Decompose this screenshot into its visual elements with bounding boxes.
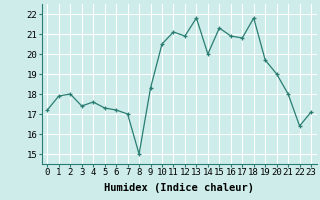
X-axis label: Humidex (Indice chaleur): Humidex (Indice chaleur) [104,183,254,193]
